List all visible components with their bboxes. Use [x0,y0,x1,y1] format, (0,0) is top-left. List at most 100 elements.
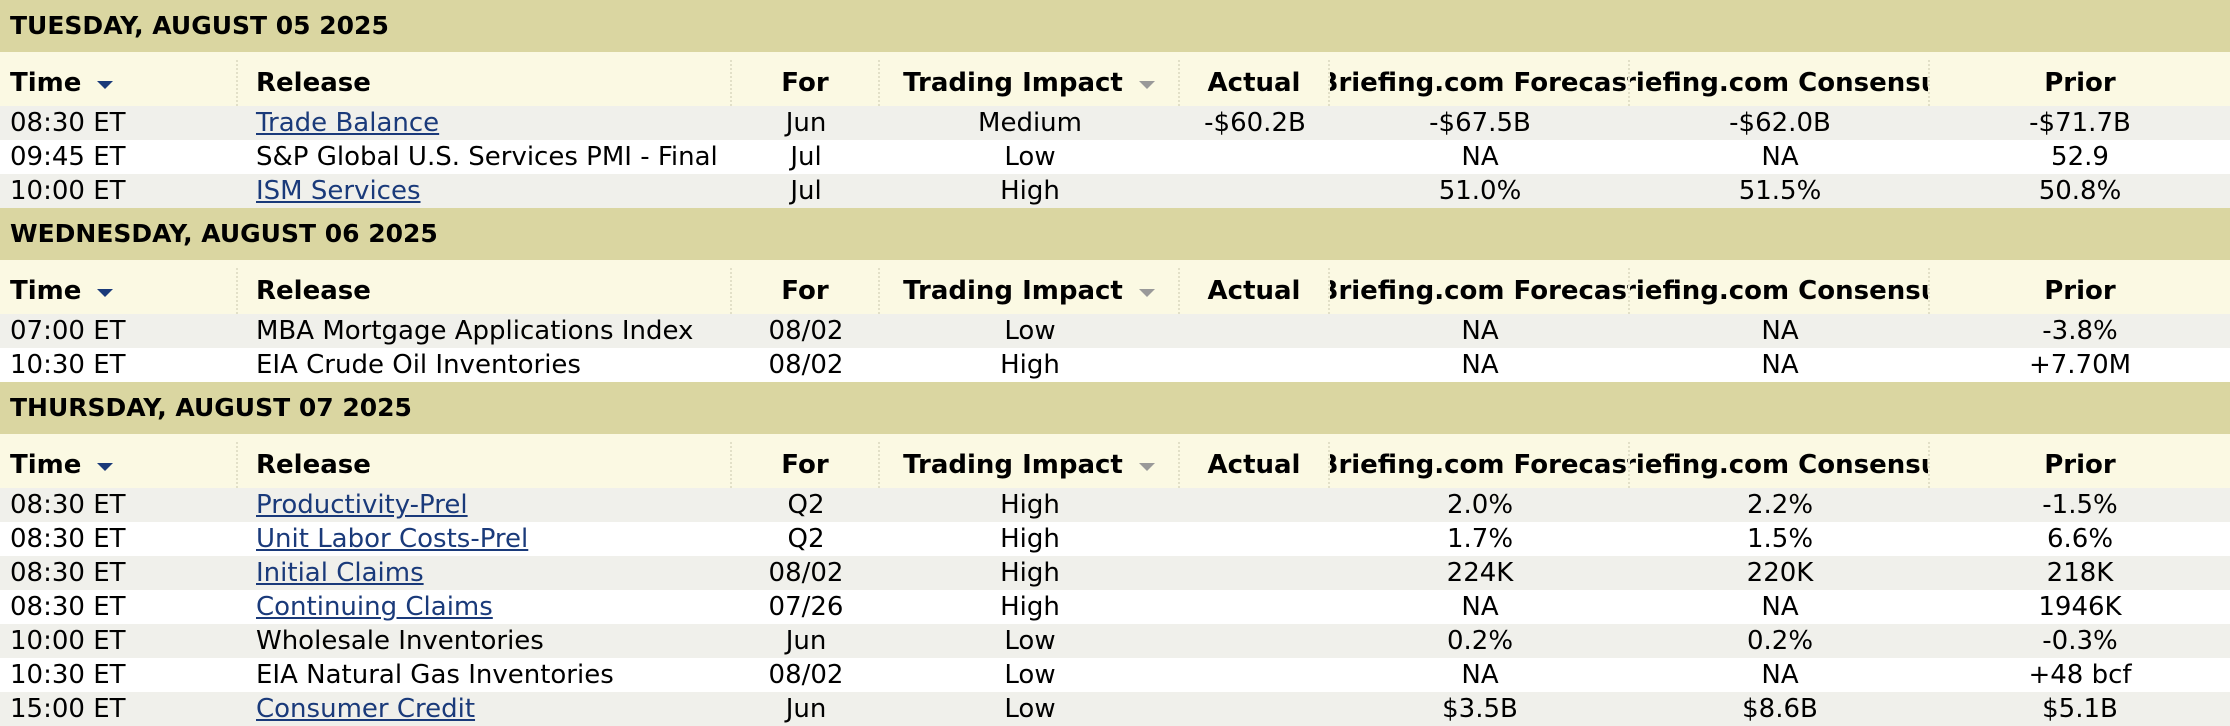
release-name: Wholesale Inventories [256,626,544,656]
for-cell: Jul [790,176,822,206]
day-section: TUESDAY, AUGUST 05 2025 Time Release For Tra… [0,0,2230,208]
release-cell: Initial Claims [238,556,732,590]
consensus-cell: 2.2% [1746,490,1814,520]
for-cell: 07/26 [768,592,844,622]
column-header-label: Trading Impact [903,276,1123,306]
column-header-label: Release [256,68,371,98]
column-header-label: Trading Impact [903,68,1123,98]
for-cell: Jun [785,694,827,724]
table-row: 10:30 ET EIA Crude Oil Inventories 08/02 Hi… [0,348,2230,382]
column-header-label: Briefing.com Forecast [1330,68,1630,98]
release-cell: Productivity-Prel [238,488,732,522]
trading-impact-column-header[interactable]: Trading Impact [880,442,1180,488]
actual-cell [1180,522,1330,556]
time-cell: 10:30 ET [10,350,126,380]
release-link[interactable]: Productivity-Prel [256,490,468,520]
forecast-cell: NA [1461,592,1499,622]
release-link[interactable]: Unit Labor Costs-Prel [256,524,529,554]
forecast-cell: NA [1461,350,1499,380]
release-cell: Wholesale Inventories [238,624,732,658]
time-column-header[interactable]: Time [0,60,238,106]
time-cell: 10:00 ET [10,626,126,656]
forecast-cell: -$67.5B [1429,108,1531,138]
trading-impact-cell: Low [1004,142,1056,172]
for-cell: Q2 [787,524,825,554]
for-column-header: For [732,442,880,488]
table-row: 08:30 ET Continuing Claims 07/26 High NA NA 19… [0,590,2230,624]
column-header-label: Briefing.com Consensus [1630,68,1928,98]
release-cell: EIA Crude Oil Inventories [238,348,732,382]
column-header-row: Time Release For Trading Impact Actual Briefi… [0,434,2230,488]
trading-impact-cell: Low [1004,626,1056,656]
sort-down-arrow-icon[interactable] [1138,463,1155,471]
day-header: TUESDAY, AUGUST 05 2025 [0,0,2230,52]
time-cell: 10:00 ET [10,176,126,206]
day-section: WEDNESDAY, AUGUST 06 2025 Time Release For T… [0,208,2230,382]
time-cell: 07:00 ET [10,316,126,346]
time-cell: 08:30 ET [10,108,126,138]
table-row: 08:30 ET Trade Balance Jun Medium -$60.2B -$6… [0,106,2230,140]
release-name: MBA Mortgage Applications Index [256,316,694,346]
release-cell: Continuing Claims [238,590,732,624]
trading-impact-cell: High [1000,592,1060,622]
consensus-cell: -$62.0B [1729,108,1831,138]
release-cell: Consumer Credit [238,692,732,726]
column-header-label: Trading Impact [903,450,1123,480]
prior-cell: 1946K [2038,592,2122,622]
table-row: 08:30 ET Unit Labor Costs-Prel Q2 High 1.7% 1… [0,522,2230,556]
forecast-cell: 0.2% [1446,626,1514,656]
actual-column-header: Actual [1180,60,1330,106]
day-section: THURSDAY, AUGUST 07 2025 Time Release For Tr… [0,382,2230,726]
actual-cell [1180,348,1330,382]
column-header-label: Briefing.com Consensus [1630,276,1928,306]
trading-impact-cell: Low [1004,316,1056,346]
sort-down-arrow-icon[interactable] [97,289,114,297]
trading-impact-cell: High [1000,176,1060,206]
actual-cell [1180,692,1330,726]
release-cell: MBA Mortgage Applications Index [238,314,732,348]
for-cell: 08/02 [768,316,844,346]
sort-down-arrow-icon[interactable] [97,81,114,89]
release-cell: Unit Labor Costs-Prel [238,522,732,556]
column-header-label: Release [256,276,371,306]
release-link[interactable]: Trade Balance [256,108,440,138]
sort-down-arrow-icon[interactable] [1138,289,1155,297]
forecast-cell: NA [1461,142,1499,172]
release-link[interactable]: Consumer Credit [256,694,476,724]
time-cell: 10:30 ET [10,660,126,690]
time-cell: 08:30 ET [10,558,126,588]
release-link[interactable]: ISM Services [256,176,421,206]
table-row: 10:30 ET EIA Natural Gas Inventories 08/02… [0,658,2230,692]
actual-cell [1180,590,1330,624]
table-row: 08:30 ET Initial Claims 08/02 High 224K 220K 2… [0,556,2230,590]
release-cell: ISM Services [238,174,732,208]
sort-down-arrow-icon[interactable] [97,463,114,471]
trading-impact-column-header[interactable]: Trading Impact [880,60,1180,106]
forecast-cell: NA [1461,660,1499,690]
for-column-header: For [732,268,880,314]
time-column-header[interactable]: Time [0,268,238,314]
trading-impact-column-header[interactable]: Trading Impact [880,268,1180,314]
forecast-column-header: Briefing.com Forecast [1330,268,1630,314]
consensus-cell: 0.2% [1746,626,1814,656]
time-column-header[interactable]: Time [0,442,238,488]
consensus-cell: 220K [1746,558,1814,588]
forecast-cell: $3.5B [1442,694,1518,724]
sort-down-arrow-icon[interactable] [1138,81,1155,89]
release-link[interactable]: Initial Claims [256,558,424,588]
consensus-cell: NA [1761,660,1799,690]
table-row: 09:45 ET S&P Global U.S. Services PMI - F… [0,140,2230,174]
column-header-label: For [781,68,829,98]
prior-column-header: Prior [1930,268,2230,314]
table-row: 10:00 ET Wholesale Inventories Jun Low 0.2% 0… [0,624,2230,658]
forecast-cell: 51.0% [1438,176,1522,206]
consensus-column-header: Briefing.com Consensus [1630,60,1930,106]
column-header-row: Time Release For Trading Impact Actual Briefi… [0,260,2230,314]
prior-cell: -$71.7B [2029,108,2131,138]
release-column-header: Release [238,268,732,314]
prior-cell: 218K [2046,558,2114,588]
release-link[interactable]: Continuing Claims [256,592,493,622]
actual-cell [1180,658,1330,692]
consensus-cell: 1.5% [1746,524,1814,554]
column-header-label: Time [10,276,82,306]
